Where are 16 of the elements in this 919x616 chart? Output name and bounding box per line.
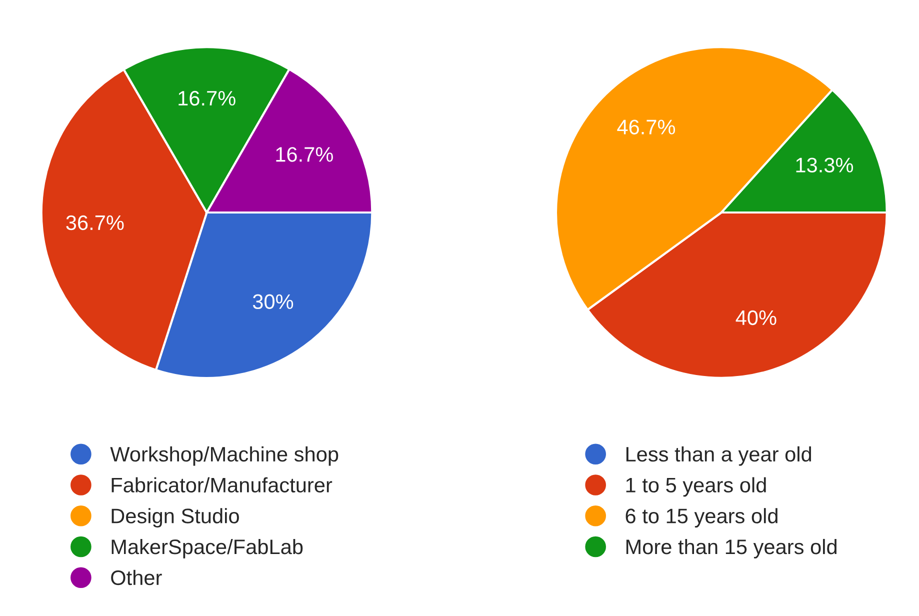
data-label: 40% <box>736 310 776 326</box>
legend-label: Other <box>111 570 162 586</box>
legend-label: 6 to 15 years old <box>626 508 778 528</box>
legend-label: MakerSpace/FabLab <box>112 538 303 558</box>
data-label: 13.3% <box>796 158 854 172</box>
legend-label: Less than a year old <box>626 446 812 466</box>
data-label: 36.7% <box>66 215 124 230</box>
legend-label: 1 to 5 years old <box>626 477 766 497</box>
data-label: 30% <box>252 294 294 310</box>
legend-label: Fabricator/Manufacturer <box>112 477 332 492</box>
legend-label: Design Studio <box>112 508 239 528</box>
data-label: 16.7% <box>178 90 236 106</box>
legend-label: More than 15 years old <box>626 538 836 558</box>
data-label: 16.7% <box>276 147 333 162</box>
data-label: 46.7% <box>617 120 676 134</box>
legend-label: Workshop/Machine shop <box>110 446 338 466</box>
